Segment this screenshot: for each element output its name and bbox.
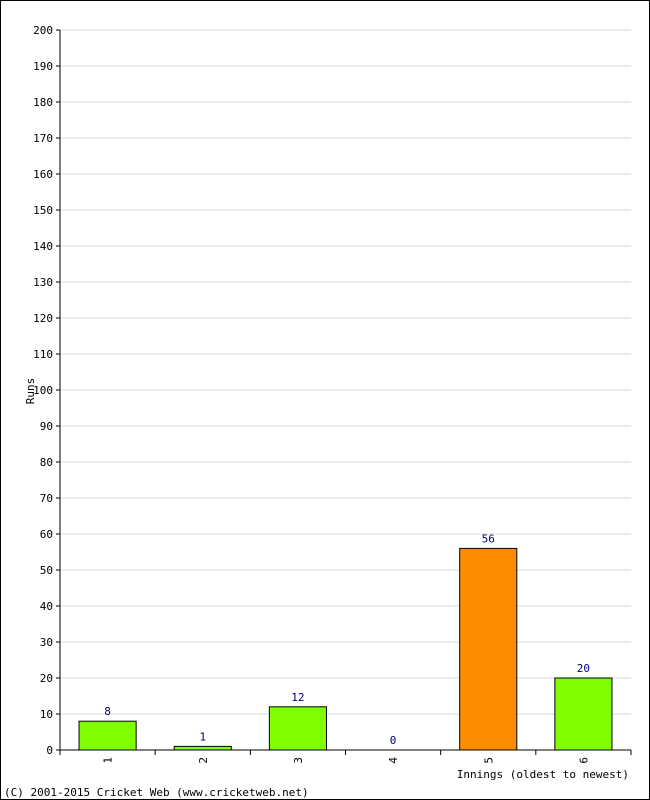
y-tick-label: 0 <box>46 744 53 757</box>
data-label: 0 <box>390 734 397 747</box>
data-label: 1 <box>199 730 206 743</box>
bars <box>78 547 613 751</box>
grid-lines <box>60 29 631 715</box>
y-tick-label: 40 <box>40 600 53 613</box>
copyright-text: (C) 2001-2015 Cricket Web (www.cricketwe… <box>4 786 309 799</box>
y-tick-label: 150 <box>33 204 53 217</box>
y-tick-label: 50 <box>40 564 53 577</box>
x-tick-label: 2 <box>197 757 210 764</box>
x-tick-label: 6 <box>577 757 590 764</box>
y-tick-label: 140 <box>33 240 53 253</box>
y-axis-ticks: 0 10 20 30 40 50 60 70 80 90 100 110 120 130 140 150 160… <box>33 24 60 757</box>
y-tick-label: 180 <box>33 96 53 109</box>
x-tick-label: 3 <box>292 757 305 764</box>
y-tick-label: 80 <box>40 456 53 469</box>
x-tick-label: 4 <box>387 757 400 764</box>
y-tick-label: 30 <box>40 636 53 649</box>
y-tick-label: 110 <box>33 348 53 361</box>
bar <box>554 677 613 751</box>
y-tick-label: 200 <box>33 24 53 37</box>
y-tick-label: 190 <box>33 60 53 73</box>
y-tick-label: 90 <box>40 420 53 433</box>
y-axis-label: Runs <box>24 378 37 405</box>
y-tick-label: 70 <box>40 492 53 505</box>
bar <box>459 547 518 751</box>
y-tick-label: 160 <box>33 168 53 181</box>
x-axis-label: Innings (oldest to newest) <box>457 768 629 781</box>
bar <box>78 720 137 751</box>
data-label: 8 <box>104 705 111 718</box>
x-tick-label: 1 <box>102 757 115 764</box>
bar <box>173 745 232 751</box>
y-tick-label: 60 <box>40 528 53 541</box>
bar <box>268 706 327 751</box>
data-label: 12 <box>291 691 304 704</box>
y-tick-label: 130 <box>33 276 53 289</box>
data-label: 56 <box>482 532 495 545</box>
y-tick-label: 100 <box>33 384 53 397</box>
y-tick-label: 20 <box>40 672 53 685</box>
y-tick-label: 10 <box>40 708 53 721</box>
y-tick-label: 120 <box>33 312 53 325</box>
data-labels: 8 1 12 0 56 20 <box>104 532 590 747</box>
y-tick-label: 170 <box>33 132 53 145</box>
x-tick-label: 5 <box>482 757 495 764</box>
data-label: 20 <box>577 662 590 675</box>
x-axis-ticks: 1 2 3 4 5 6 <box>59 750 632 764</box>
